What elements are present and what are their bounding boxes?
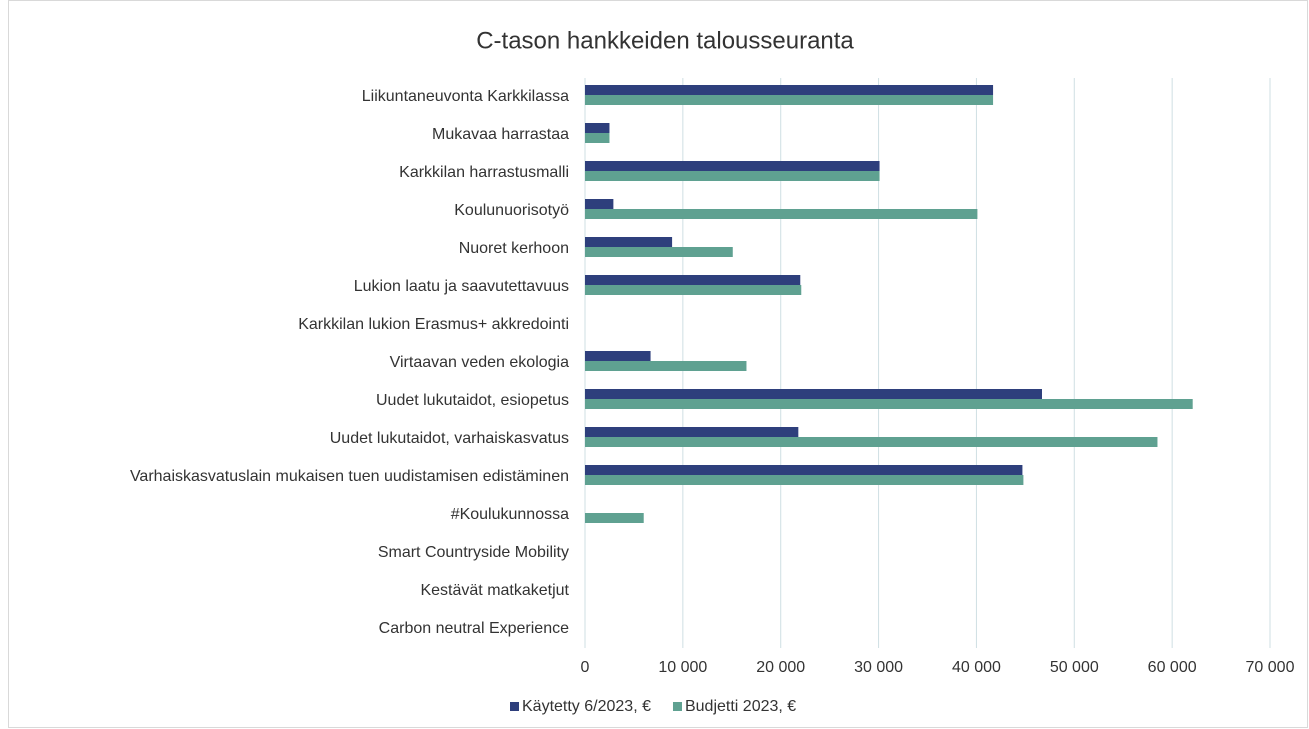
bar xyxy=(585,513,644,523)
y-tick-label: Kestävät matkaketjut xyxy=(420,582,569,599)
bar xyxy=(585,399,1193,409)
bar xyxy=(585,389,1042,399)
bar xyxy=(585,437,1158,447)
x-tick-label: 30 000 xyxy=(854,659,903,676)
y-tick-label: Virtaavan veden ekologia xyxy=(390,354,569,371)
legend-label: Käytetty 6/2023, € xyxy=(522,698,651,715)
chart-title: C-tason hankkeiden talousseuranta xyxy=(476,27,854,54)
bar xyxy=(585,209,978,219)
bar xyxy=(585,475,1024,485)
bar xyxy=(585,285,802,295)
bar xyxy=(585,237,673,247)
x-tick-label: 50 000 xyxy=(1050,659,1099,676)
y-tick-label: Carbon neutral Experience xyxy=(379,620,569,637)
x-tick-label: 20 000 xyxy=(756,659,805,676)
bar xyxy=(585,95,994,105)
y-tick-label: Nuoret kerhoon xyxy=(459,240,569,257)
y-tick-label: Liikuntaneuvonta Karkkilassa xyxy=(362,88,569,105)
x-tick-label: 40 000 xyxy=(952,659,1001,676)
y-tick-label: #Koulukunnossa xyxy=(451,506,569,523)
x-tick-label: 0 xyxy=(581,659,590,676)
x-tick-label: 70 000 xyxy=(1246,659,1295,676)
x-tick-label: 10 000 xyxy=(658,659,707,676)
bar xyxy=(585,275,801,285)
bar xyxy=(585,123,610,133)
y-tick-label: Uudet lukutaidot, varhaiskasvatus xyxy=(330,430,569,447)
bar xyxy=(585,199,614,209)
bar xyxy=(585,133,610,143)
y-tick-label: Karkkilan harrastusmalli xyxy=(399,164,569,181)
bar xyxy=(585,361,747,371)
bar xyxy=(585,465,1023,475)
y-tick-label: Uudet lukutaidot, esiopetus xyxy=(376,392,569,409)
x-tick-label: 60 000 xyxy=(1148,659,1197,676)
y-tick-label: Lukion laatu ja saavutettavuus xyxy=(354,278,569,295)
bar xyxy=(585,85,994,95)
y-tick-label: Varhaiskasvatuslain mukaisen tuen uudist… xyxy=(130,468,569,485)
legend-swatch xyxy=(510,702,519,711)
legend-label: Budjetti 2023, € xyxy=(685,698,796,715)
y-tick-label: Smart Countryside Mobility xyxy=(378,544,569,561)
bar xyxy=(585,171,880,181)
y-tick-label: Mukavaa harrastaa xyxy=(432,126,569,143)
bar xyxy=(585,161,880,171)
bar xyxy=(585,427,799,437)
legend-swatch xyxy=(672,702,682,711)
y-tick-label: Koulunuorisotyö xyxy=(454,202,569,219)
bar xyxy=(585,247,733,257)
y-tick-label: Karkkilan lukion Erasmus+ akkredointi xyxy=(298,316,569,333)
bar xyxy=(585,351,651,361)
